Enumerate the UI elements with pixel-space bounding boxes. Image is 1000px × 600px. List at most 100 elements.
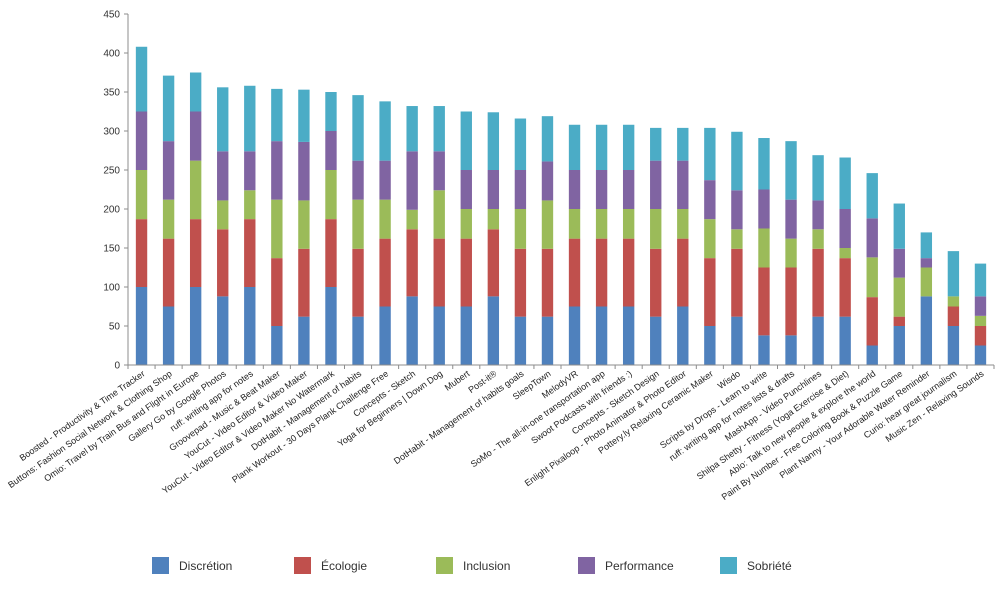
- bar-segment-discrtion: [758, 335, 770, 365]
- legend-item: Sobriété: [720, 557, 792, 574]
- bar-segment-performance: [162, 141, 175, 200]
- bar-segment-inclusion: [541, 200, 554, 249]
- bar-segment-inclusion: [677, 209, 689, 239]
- x-axis: Boosted - Productivity & Time TrackerBut…: [6, 364, 995, 502]
- bar-segment-performance: [785, 199, 797, 239]
- bar-segment-sobrit: [731, 131, 743, 191]
- bar-segment-sobrit: [947, 251, 960, 297]
- bar-segment-discrtion: [325, 287, 337, 365]
- y-tick-label: 100: [103, 283, 120, 294]
- bar-segment-inclusion: [758, 228, 770, 268]
- bars: [135, 46, 987, 365]
- bar-segment-cologie: [325, 219, 337, 287]
- bar-segment-inclusion: [325, 170, 337, 220]
- bar-segment-inclusion: [433, 190, 445, 239]
- bar-segment-cologie: [785, 267, 797, 336]
- bar-segment-inclusion: [352, 199, 364, 249]
- bar-segment-cologie: [514, 248, 527, 317]
- legend-label: Écologie: [321, 558, 367, 573]
- bar-segment-inclusion: [974, 315, 987, 326]
- bar-segment-discrtion: [433, 306, 445, 365]
- bar-segment-inclusion: [487, 209, 500, 230]
- bar-segment-discrtion: [271, 326, 283, 365]
- bar-segment-performance: [541, 161, 554, 201]
- bar-segment-cologie: [433, 238, 445, 307]
- bar-segment-performance: [189, 111, 202, 161]
- bar-segment-discrtion: [974, 345, 987, 365]
- bar-segment-cologie: [595, 238, 608, 307]
- legend-item: Discrétion: [152, 557, 232, 574]
- legend-swatch: [578, 557, 595, 574]
- bar-segment-inclusion: [812, 229, 824, 249]
- bar-segment-inclusion: [217, 200, 229, 230]
- legend-swatch: [720, 557, 737, 574]
- bar-segment-inclusion: [135, 170, 148, 220]
- bar-segment-sobrit: [974, 263, 987, 297]
- bar-segment-performance: [866, 218, 878, 258]
- bar-segment-inclusion: [866, 257, 878, 298]
- bar-segment-inclusion: [785, 238, 797, 268]
- bar-segment-performance: [244, 151, 256, 191]
- bar-segment-inclusion: [244, 190, 256, 220]
- bar-segment-sobrit: [162, 75, 175, 142]
- bar-segment-discrtion: [622, 306, 635, 365]
- bar-segment-inclusion: [622, 209, 635, 239]
- bar-segment-performance: [974, 296, 987, 316]
- legend-label: Inclusion: [463, 559, 510, 573]
- y-tick-label: 350: [103, 88, 120, 99]
- y-tick-label: 200: [103, 205, 120, 216]
- bar-segment-inclusion: [189, 160, 202, 220]
- bar-segment-performance: [325, 131, 337, 170]
- bar-segment-sobrit: [487, 112, 500, 170]
- bar-segment-performance: [758, 189, 770, 229]
- bar-segment-performance: [568, 170, 581, 209]
- bar-segment-cologie: [406, 229, 418, 297]
- legend-label: Performance: [605, 559, 674, 573]
- bar-segment-inclusion: [839, 248, 851, 259]
- bar-segment-discrtion: [135, 287, 148, 365]
- bar-segment-performance: [920, 258, 933, 268]
- bar-segment-cologie: [217, 229, 229, 297]
- legend-item: Inclusion: [436, 557, 510, 574]
- bar-segment-performance: [677, 160, 689, 209]
- bar-segment-performance: [433, 151, 445, 191]
- bar-segment-sobrit: [244, 85, 256, 152]
- bar-segment-discrtion: [217, 296, 229, 365]
- bar-segment-discrtion: [812, 316, 824, 365]
- y-tick-label: 50: [109, 322, 121, 333]
- bar-segment-discrtion: [541, 316, 554, 365]
- bar-segment-cologie: [812, 248, 824, 317]
- bar-segment-sobrit: [812, 155, 824, 201]
- bar-segment-performance: [406, 151, 418, 210]
- bar-segment-sobrit: [595, 124, 608, 170]
- bar-segment-cologie: [893, 316, 905, 326]
- legend-swatch: [152, 557, 169, 574]
- bar-segment-performance: [704, 180, 716, 220]
- bar-segment-inclusion: [893, 277, 905, 317]
- legend-label: Sobriété: [747, 559, 792, 573]
- bar-segment-performance: [487, 170, 500, 209]
- bar-segment-cologie: [704, 258, 716, 326]
- bar-segment-discrtion: [352, 316, 364, 365]
- bar-segment-performance: [812, 200, 824, 230]
- bar-segment-discrtion: [568, 306, 581, 365]
- bar-segment-discrtion: [298, 316, 310, 365]
- bar-segment-discrtion: [947, 326, 960, 365]
- bar-segment-sobrit: [271, 88, 283, 142]
- bar-segment-sobrit: [704, 127, 716, 181]
- bar-segment-inclusion: [460, 209, 472, 239]
- y-tick-label: 0: [114, 361, 120, 372]
- bar-segment-inclusion: [271, 199, 283, 259]
- bar-segment-sobrit: [352, 95, 364, 161]
- bar-segment-cologie: [541, 248, 554, 317]
- y-tick-label: 400: [103, 49, 120, 60]
- bar-segment-sobrit: [893, 203, 905, 249]
- bar-segment-performance: [650, 160, 662, 209]
- bar-segment-sobrit: [622, 124, 635, 170]
- bar-segment-inclusion: [731, 229, 743, 249]
- bar-segment-inclusion: [162, 199, 175, 239]
- y-tick-label: 450: [103, 10, 120, 21]
- bar-segment-cologie: [487, 229, 500, 297]
- bar-segment-cologie: [974, 326, 987, 346]
- legend-swatch: [294, 557, 311, 574]
